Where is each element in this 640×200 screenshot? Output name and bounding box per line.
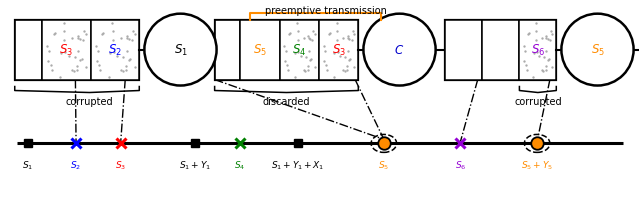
FancyBboxPatch shape	[519, 21, 556, 80]
FancyBboxPatch shape	[445, 21, 482, 80]
FancyBboxPatch shape	[214, 21, 241, 80]
Text: corrupted: corrupted	[514, 96, 562, 106]
Text: $S_{2}$: $S_{2}$	[70, 159, 82, 171]
Text: $S_{3}$: $S_{3}$	[115, 159, 126, 171]
Text: $S_{5}$: $S_{5}$	[591, 43, 604, 58]
Ellipse shape	[364, 15, 436, 86]
FancyBboxPatch shape	[241, 21, 280, 80]
Text: $S_{4}$: $S_{4}$	[234, 159, 246, 171]
Text: $S_{6}$: $S_{6}$	[531, 43, 545, 58]
Text: $S_{5}$: $S_{5}$	[253, 43, 267, 58]
Text: $C$: $C$	[394, 44, 404, 57]
Text: discarded: discarded	[263, 96, 310, 106]
Text: $S_{1}+Y_{1}+X_{1}$: $S_{1}+Y_{1}+X_{1}$	[271, 159, 324, 171]
FancyBboxPatch shape	[214, 21, 358, 80]
FancyBboxPatch shape	[15, 21, 140, 80]
Text: $S_{4}$: $S_{4}$	[292, 43, 307, 58]
FancyBboxPatch shape	[319, 21, 358, 80]
FancyBboxPatch shape	[15, 21, 42, 80]
Ellipse shape	[561, 15, 634, 86]
Ellipse shape	[145, 15, 216, 86]
FancyBboxPatch shape	[91, 21, 140, 80]
Text: $S_{1}$: $S_{1}$	[173, 43, 188, 58]
Text: $S_{6}$: $S_{6}$	[455, 159, 466, 171]
Text: $S_{2}$: $S_{2}$	[108, 43, 122, 58]
Text: preemptive transmission: preemptive transmission	[266, 6, 387, 16]
Text: $S_{1}+Y_{1}$: $S_{1}+Y_{1}$	[179, 159, 211, 171]
FancyBboxPatch shape	[42, 21, 91, 80]
Text: corrupted: corrupted	[66, 96, 113, 106]
FancyBboxPatch shape	[445, 21, 556, 80]
FancyBboxPatch shape	[280, 21, 319, 80]
FancyBboxPatch shape	[482, 21, 519, 80]
Text: $S_{1}$: $S_{1}$	[22, 159, 33, 171]
Text: $S_{5}+Y_{5}$: $S_{5}+Y_{5}$	[521, 159, 553, 171]
Text: $S_{3}$: $S_{3}$	[60, 43, 74, 58]
Text: $S_{3}$: $S_{3}$	[332, 43, 346, 58]
Text: $S_{5}$: $S_{5}$	[378, 159, 390, 171]
